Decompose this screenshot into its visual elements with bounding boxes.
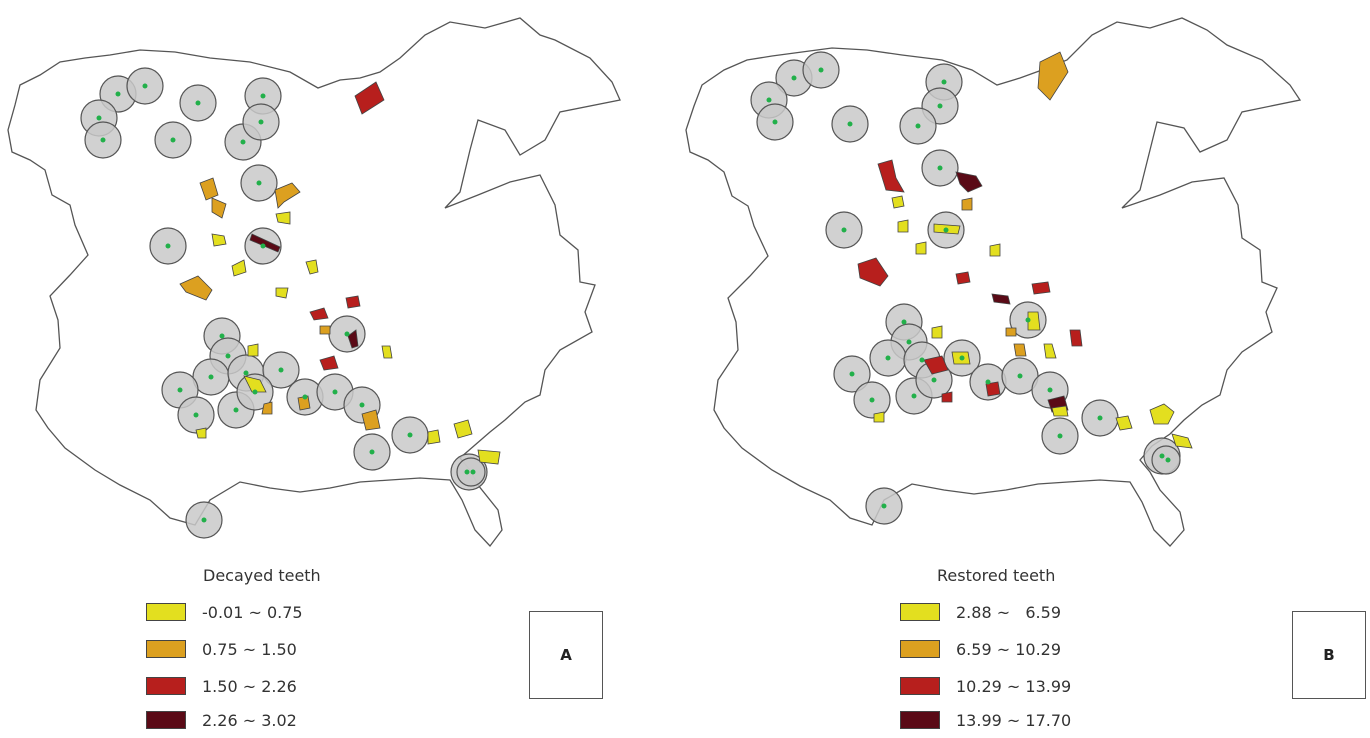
legend-swatch bbox=[900, 603, 940, 621]
service-buffers bbox=[80, 67, 488, 539]
legend-item: 0.75 ~ 1.50 bbox=[146, 637, 297, 661]
legend-item: 6.59 ~ 10.29 bbox=[900, 637, 1061, 661]
legend-swatch bbox=[900, 640, 940, 658]
legend-title-a: Decayed teeth bbox=[203, 566, 321, 585]
legend-item: -0.01 ~ 0.75 bbox=[146, 600, 303, 624]
legend-label: 2.26 ~ 3.02 bbox=[202, 710, 297, 730]
facility-points bbox=[766, 67, 1171, 509]
panel-label-b: B bbox=[1292, 611, 1366, 699]
legend-item: 10.29 ~ 13.99 bbox=[900, 674, 1071, 698]
legend-label: 13.99 ~ 17.70 bbox=[956, 710, 1072, 730]
legend-item: 13.99 ~ 17.70 bbox=[900, 708, 1071, 732]
legend-item: 2.26 ~ 3.02 bbox=[146, 708, 297, 732]
panel-label-a: A bbox=[529, 611, 603, 699]
legend-swatch bbox=[900, 677, 940, 695]
legend-label: 2.88 ~ 6.59 bbox=[956, 602, 1061, 622]
service-buffers bbox=[750, 51, 1181, 525]
legend-item: 2.88 ~ 6.59 bbox=[900, 600, 1061, 624]
city-boundary bbox=[685, 17, 1302, 547]
district-areas bbox=[179, 81, 501, 465]
legend-label: -0.01 ~ 0.75 bbox=[202, 602, 303, 622]
city-boundary bbox=[7, 17, 621, 548]
legend-swatch bbox=[146, 677, 186, 695]
map-panel-a bbox=[7, 17, 621, 548]
legend-label: 0.75 ~ 1.50 bbox=[202, 639, 297, 659]
legend-item: 1.50 ~ 2.26 bbox=[146, 674, 297, 698]
legend-swatch bbox=[146, 640, 186, 658]
legend-swatch bbox=[146, 603, 186, 621]
legend-label: 10.29 ~ 13.99 bbox=[956, 676, 1072, 696]
legend-swatch bbox=[146, 711, 186, 729]
legend-label: 1.50 ~ 2.26 bbox=[202, 676, 297, 696]
district-areas bbox=[857, 51, 1193, 449]
legend-label: 6.59 ~ 10.29 bbox=[956, 639, 1062, 659]
legend-swatch bbox=[900, 711, 940, 729]
facility-points bbox=[96, 83, 476, 523]
map-panel-b bbox=[685, 17, 1302, 547]
legend-title-b: Restored teeth bbox=[937, 566, 1056, 585]
